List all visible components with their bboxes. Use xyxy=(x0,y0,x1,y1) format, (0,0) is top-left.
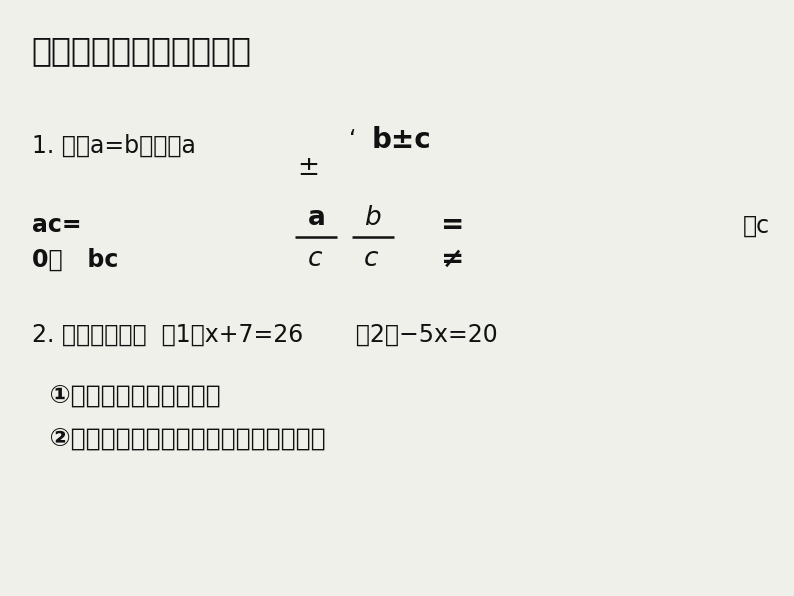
Text: ②求方程的解就是把方程化成什么形式？: ②求方程的解就是把方程化成什么形式？ xyxy=(32,428,326,452)
Text: 1. 如果a=b，那么a: 1. 如果a=b，那么a xyxy=(32,134,195,158)
Text: 0）   bc: 0） bc xyxy=(32,247,118,271)
Text: ①每一步的依据是什么？: ①每一步的依据是什么？ xyxy=(32,384,221,408)
Text: ≠: ≠ xyxy=(441,246,464,273)
Text: b±c: b±c xyxy=(372,126,431,154)
Text: =: = xyxy=(441,212,464,239)
Text: a: a xyxy=(308,204,326,231)
Text: ʻ: ʻ xyxy=(349,128,357,152)
Text: ac=: ac= xyxy=(32,213,82,237)
Text: b: b xyxy=(364,204,380,231)
Text: 2. 解下列方程：  （1）x+7=26       （2）−5x=20: 2. 解下列方程： （1）x+7=26 （2）−5x=20 xyxy=(32,323,498,347)
Text: ±: ± xyxy=(298,155,320,181)
Text: c: c xyxy=(364,246,378,272)
Text: （c: （c xyxy=(742,213,769,237)
Text: c: c xyxy=(308,246,322,272)
Text: 一、创设情境，复习引入: 一、创设情境，复习引入 xyxy=(32,34,252,67)
